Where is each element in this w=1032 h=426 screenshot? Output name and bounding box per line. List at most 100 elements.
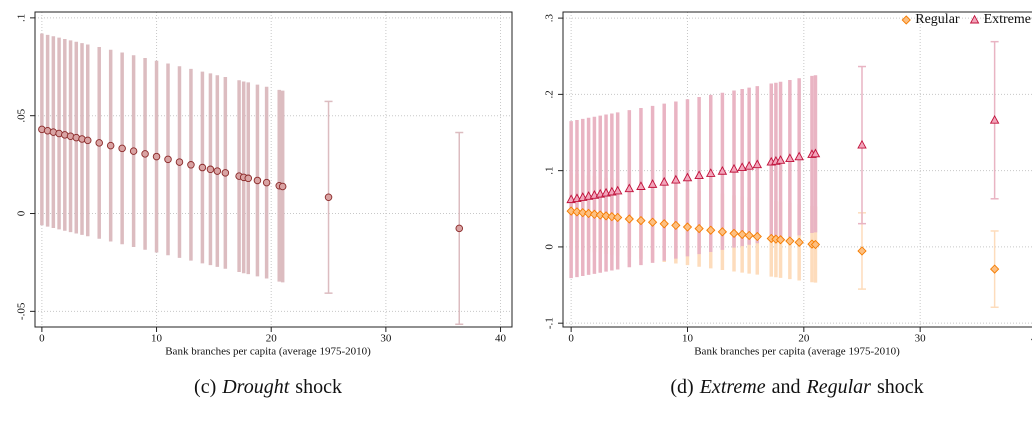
marker: [794, 151, 804, 161]
marker: [129, 147, 138, 155]
x-tick-label: 10: [682, 333, 694, 345]
legend-marker: [901, 15, 911, 25]
marker: [253, 176, 262, 185]
marker: [175, 158, 184, 166]
x-axis-label: Bank branches per capita (average 1975-2…: [165, 346, 371, 358]
marker: [744, 160, 754, 170]
y-tick-label: .1: [16, 14, 28, 22]
marker: [989, 114, 1000, 124]
caption-part: (d): [670, 376, 693, 398]
caption-part: Extreme: [699, 376, 766, 398]
caption-part: shock: [295, 376, 342, 398]
marker: [612, 185, 623, 195]
marker: [744, 230, 754, 241]
caption-part: Drought: [221, 376, 289, 398]
plot-frame: [562, 11, 1032, 328]
marker: [729, 228, 739, 239]
marker: [566, 206, 576, 216]
marker: [989, 264, 1000, 274]
y-tick-label: .1: [544, 167, 556, 175]
marker: [578, 208, 588, 218]
y-tick-label: .05: [16, 108, 28, 122]
caption-part: (c): [194, 376, 216, 398]
marker: [278, 182, 287, 191]
marker: [717, 227, 728, 237]
marker: [206, 165, 215, 174]
y-tick-label: -.1: [544, 317, 556, 329]
caption-part: and: [772, 376, 801, 398]
panel: -.10.1.2.3010203040Bank branches per cap…: [544, 11, 1032, 398]
y-tick-label: -.05: [16, 302, 28, 320]
marker: [572, 207, 582, 217]
marker: [95, 139, 103, 147]
marker: [221, 169, 230, 177]
marker: [164, 155, 172, 164]
x-tick-label: 20: [266, 333, 278, 345]
marker: [752, 231, 762, 242]
marker: [647, 179, 658, 188]
x-tick-label: 10: [151, 333, 163, 345]
marker: [455, 224, 464, 233]
marker: [647, 217, 658, 227]
y-tick-label: .3: [544, 13, 556, 22]
caption-part: shock: [877, 376, 924, 398]
x-tick-label: 0: [39, 333, 45, 345]
marker: [671, 174, 681, 184]
marker: [636, 215, 646, 226]
marker: [624, 183, 635, 193]
marker: [118, 144, 126, 153]
panel: -.05 0 .05 .1 0 10 20 30 40 Bank branches per cap…: [16, 11, 513, 398]
marker: [659, 219, 669, 229]
caption: (c) Drought shock: [194, 376, 342, 398]
marker: [810, 148, 821, 158]
marker: [706, 225, 716, 235]
x-tick-label: 20: [798, 333, 810, 345]
marker: [659, 176, 669, 186]
marker: [141, 150, 149, 158]
marker: [187, 161, 195, 169]
marker: [717, 166, 728, 175]
marker: [613, 212, 623, 223]
marker: [737, 162, 747, 172]
marker: [106, 141, 115, 150]
marker: [595, 210, 605, 220]
marker: [682, 222, 693, 232]
marker: [810, 239, 821, 250]
marker: [607, 211, 617, 222]
marker: [737, 229, 747, 240]
x-tick-label: 30: [380, 333, 392, 345]
marker: [671, 220, 681, 231]
x-tick-label: 0: [568, 333, 574, 345]
legend-label: Regular: [915, 12, 960, 27]
caption: (d) Extreme and Regular shock: [670, 376, 923, 398]
marker: [213, 167, 222, 175]
legend-marker: [969, 14, 980, 24]
marker: [636, 181, 646, 190]
x-axis-label: Bank branches per capita (average 1975-2…: [694, 346, 900, 358]
marker: [775, 155, 786, 164]
marker: [601, 211, 611, 221]
marker: [262, 178, 271, 187]
marker: [857, 139, 867, 149]
marker: [83, 136, 92, 145]
y-tick-label: 0: [544, 244, 556, 250]
marker: [198, 163, 207, 172]
x-tick-label: 30: [915, 333, 927, 345]
marker: [682, 172, 693, 182]
marker: [752, 159, 763, 169]
plot-area: [35, 12, 512, 327]
marker: [785, 153, 795, 163]
marker: [624, 214, 634, 224]
x-tick-label: 40: [495, 333, 507, 345]
marker: [694, 223, 704, 234]
marker: [244, 174, 253, 183]
marker: [729, 163, 739, 173]
caption-part: Regular: [806, 376, 872, 398]
marker: [775, 235, 786, 245]
marker: [152, 152, 161, 161]
legend-label: Extreme: [984, 12, 1031, 27]
marker: [705, 168, 716, 177]
marker: [324, 193, 333, 202]
